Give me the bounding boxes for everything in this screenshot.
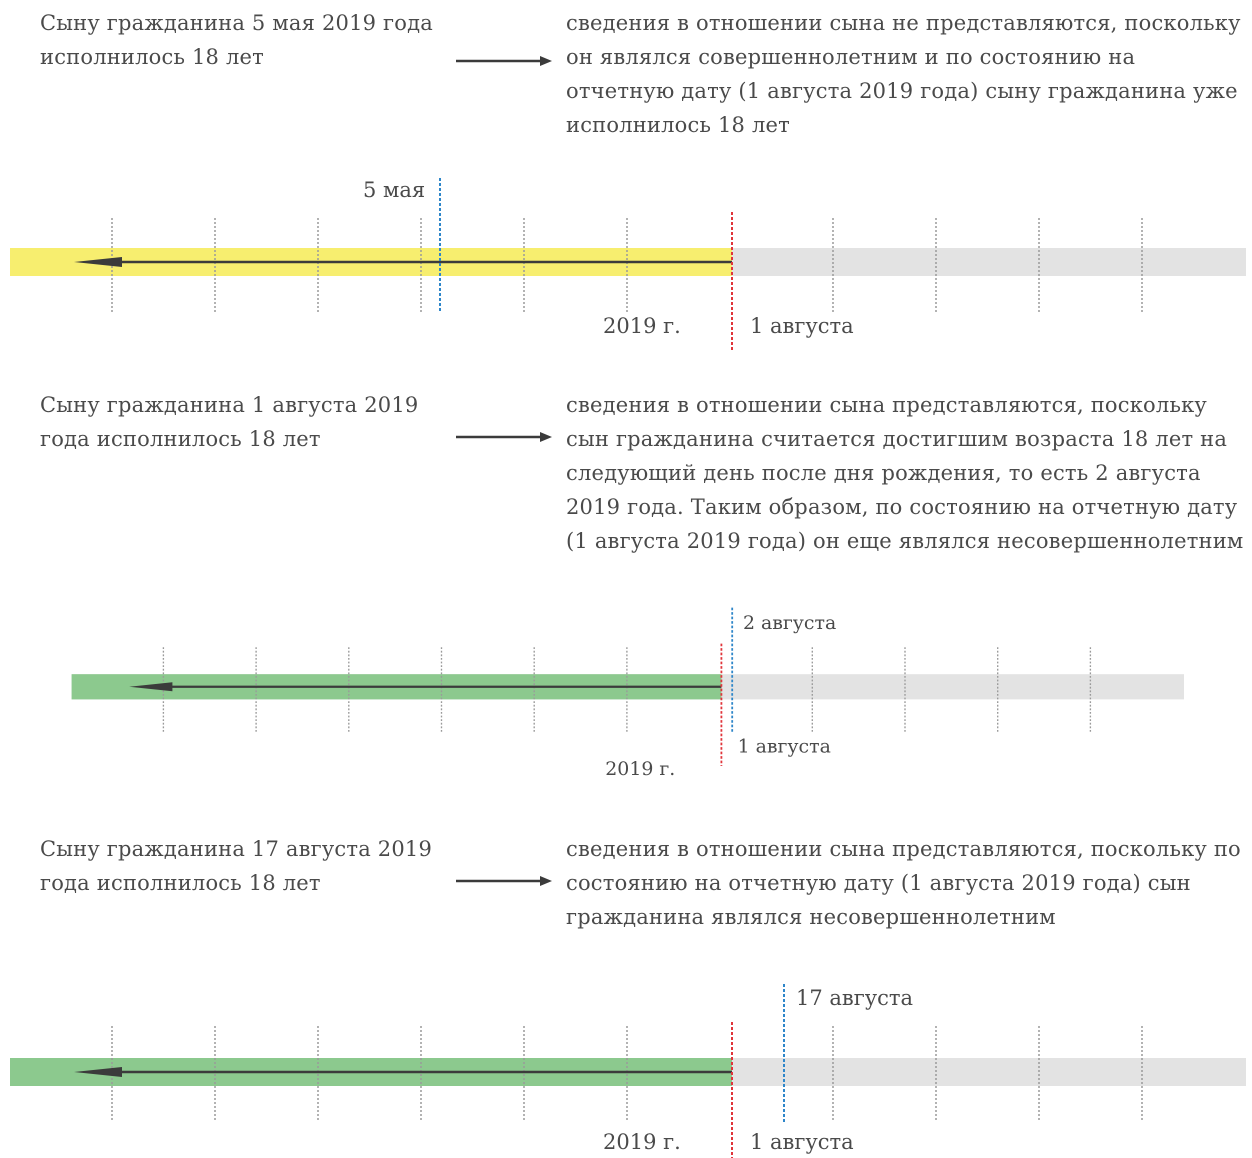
case-3-arrow-icon: [456, 876, 552, 886]
blue-marker-label: 5 мая: [363, 178, 425, 202]
case-2-timeline: 2 августа 1 августа 2019 г.: [71, 607, 1185, 780]
case-1-timeline: 5 мая 2019 г. 1 августа: [10, 178, 1246, 350]
case-2-right-text: сведения в отношении сына представляются…: [566, 393, 1244, 553]
case-3-timeline: 17 августа 2019 г. 1 августа: [10, 984, 1246, 1158]
case-2-arrow-icon: [456, 432, 552, 442]
case-3-left-text: Сыну гражданина 17 августа 2019 года исп…: [40, 837, 433, 895]
case-3-right-text: сведения в отношении сына представляются…: [566, 837, 1241, 929]
red-marker-label: 1 августа: [738, 736, 831, 758]
case-1-right-text: сведения в отношении сына не представляю…: [566, 11, 1241, 137]
year-label: 2019 г.: [605, 758, 675, 780]
blue-marker-label: 2 августа: [743, 612, 836, 634]
age-line-arrowhead-icon: [129, 682, 173, 692]
year-label: 2019 г.: [603, 1130, 681, 1154]
case-2-left-text: Сыну гражданина 1 августа 2019 года испо…: [40, 393, 419, 451]
age-line-arrowhead-icon: [74, 257, 122, 267]
case-1-arrow-icon: [456, 56, 552, 66]
blue-marker-label: 17 августа: [796, 986, 913, 1010]
case-1-left-text: Сыну гражданина 5 мая 2019 года исполнил…: [40, 11, 433, 69]
red-marker-label: 1 августа: [750, 314, 854, 338]
red-marker-label: 1 августа: [750, 1130, 854, 1154]
age-line-arrowhead-icon: [74, 1067, 122, 1077]
year-label: 2019 г.: [603, 314, 681, 338]
